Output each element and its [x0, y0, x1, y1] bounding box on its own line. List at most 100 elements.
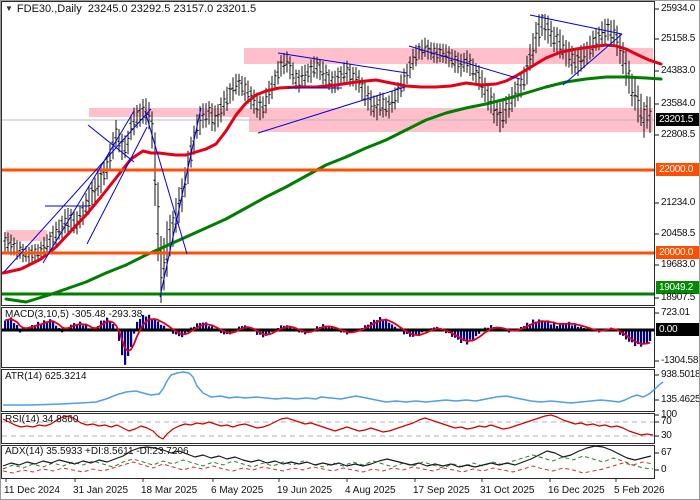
macd-histogram-bar — [571, 325, 574, 330]
symbol-title-bar: ▼ FDE30.,Daily 23245.0 23292.5 23157.0 23… — [5, 3, 256, 15]
axis-tick-label: 67 — [661, 447, 672, 458]
macd-signal-line[interactable] — [4, 318, 651, 352]
macd-histogram-bar — [541, 320, 544, 330]
trendline[interactable] — [87, 124, 135, 163]
slow-ma-line[interactable] — [4, 75, 663, 304]
date-tick-label: 17 Sep 2025 — [413, 485, 470, 496]
trendline[interactable] — [144, 110, 188, 255]
date-tick-label: 31 Oct 2025 — [480, 485, 535, 496]
macd-histogram-bar — [547, 320, 550, 330]
axis-tick-label: 21234.0 — [661, 197, 696, 208]
axis-tick-label: 18907.5 — [661, 292, 696, 303]
macd-histogram-bar — [193, 326, 196, 330]
date-tick-label: 19 Jun 2025 — [277, 485, 333, 496]
support-resistance-zone[interactable] — [89, 108, 249, 117]
macd-histogram-bar — [466, 330, 469, 345]
trendline[interactable] — [408, 45, 521, 80]
trendline[interactable] — [159, 107, 202, 298]
macd-histogram-bar — [52, 320, 55, 330]
atr-line[interactable] — [3, 371, 664, 406]
axis-tick-label: 938.5018 — [661, 369, 700, 380]
level-badge: 19049.2 — [656, 281, 699, 294]
plus-di-line[interactable] — [2, 454, 654, 470]
macd-histogram-bar — [529, 323, 532, 330]
macd-histogram-bar — [145, 316, 148, 330]
macd-histogram-bar — [37, 321, 40, 330]
macd-indicator-label: MACD(3,10,5) -305.48 -293.38 — [5, 309, 143, 320]
macd-histogram-bar — [556, 325, 559, 330]
macd-histogram-bar — [382, 319, 385, 330]
macd-histogram-bar — [82, 325, 85, 330]
macd-panel[interactable] — [1, 307, 655, 368]
symbol-timeframe-label: FDE30.,Daily — [16, 3, 82, 15]
macd-histogram-bar — [640, 330, 643, 347]
macd-histogram-bar — [79, 321, 82, 330]
macd-histogram-bar — [373, 319, 376, 330]
rsi-indicator-label: RSI(14) 34.8860 — [5, 414, 79, 425]
macd-histogram-bar — [580, 326, 583, 330]
date-tick-label: 18 Mar 2025 — [141, 485, 198, 496]
atr-indicator-label: ATR(14) 625.3214 — [5, 371, 87, 382]
axis-tick-label: -1304.58 — [661, 355, 699, 366]
trendline[interactable] — [562, 33, 623, 86]
trendline[interactable] — [529, 14, 623, 35]
macd-histogram-bar — [265, 330, 268, 336]
axis-tick-label: 25934.0 — [661, 3, 696, 14]
macd-histogram-bar — [151, 318, 154, 330]
rsi-line[interactable] — [2, 414, 654, 440]
macd-histogram-bar — [532, 319, 535, 330]
axis-tick-label: 25158.5 — [661, 33, 696, 44]
macd-histogram-bar — [472, 330, 475, 340]
ohlc-values: 23245.0 23292.5 23157.0 23201.5 — [87, 3, 257, 15]
trendline[interactable] — [42, 110, 135, 264]
macd-histogram-bar — [247, 326, 250, 330]
trendline[interactable] — [3, 108, 152, 273]
adx-line[interactable] — [2, 445, 652, 468]
macd-histogram-bar — [646, 330, 649, 343]
macd-histogram-bar — [49, 319, 52, 330]
macd-histogram-bar — [4, 320, 7, 330]
macd-histogram-bar — [55, 325, 58, 330]
trendline[interactable] — [277, 52, 408, 74]
trendline[interactable] — [257, 86, 406, 134]
macd-histogram-bar — [535, 321, 538, 330]
macd-histogram-bar — [73, 323, 76, 330]
macd-histogram-bar — [490, 325, 493, 330]
axis-tick-label: 22808.5 — [661, 129, 696, 140]
macd-histogram-bar — [136, 321, 139, 330]
macd-histogram-bar — [208, 326, 211, 330]
macd-histogram-bar — [16, 325, 19, 330]
macd-histogram-bar — [388, 322, 391, 330]
macd-histogram-bar — [412, 330, 415, 337]
macd-histogram-bar — [121, 330, 124, 356]
atr-panel[interactable] — [1, 369, 655, 412]
axis-tick-label: 19683.0 — [661, 259, 696, 270]
macd-histogram-bar — [112, 324, 115, 330]
macd-histogram-bar — [163, 325, 166, 330]
axis-tick-label: 0 — [661, 464, 667, 475]
axis-tick-label: 23584.0 — [661, 98, 696, 109]
macd-histogram-bar — [418, 330, 421, 336]
macd-histogram-bar — [538, 319, 541, 330]
macd-histogram-bar — [553, 322, 556, 330]
macd-histogram-bar — [142, 314, 145, 330]
macd-histogram-bar — [46, 321, 49, 330]
macd-histogram-bar — [109, 321, 112, 330]
fast-ma-line[interactable] — [1, 43, 663, 275]
current-price-badge: 23201.5 — [656, 113, 699, 126]
macd-histogram-bar — [415, 330, 418, 336]
macd-histogram-bar — [127, 330, 130, 356]
axis-tick-label: 723.01 — [661, 307, 690, 318]
trendline[interactable] — [86, 126, 148, 245]
macd-histogram-bar — [139, 319, 142, 330]
macd-histogram-bar — [403, 330, 406, 335]
macd-histogram-bar — [328, 326, 331, 330]
macd-histogram-bar — [559, 323, 562, 330]
macd-histogram-bar — [184, 330, 187, 334]
support-resistance-zone[interactable] — [6, 230, 47, 241]
indicator-zero-badge: 0.00 — [656, 323, 699, 336]
macd-histogram-bar — [379, 317, 382, 330]
chevron-down-icon[interactable]: ▼ — [5, 4, 13, 13]
minus-di-line[interactable] — [2, 461, 654, 474]
